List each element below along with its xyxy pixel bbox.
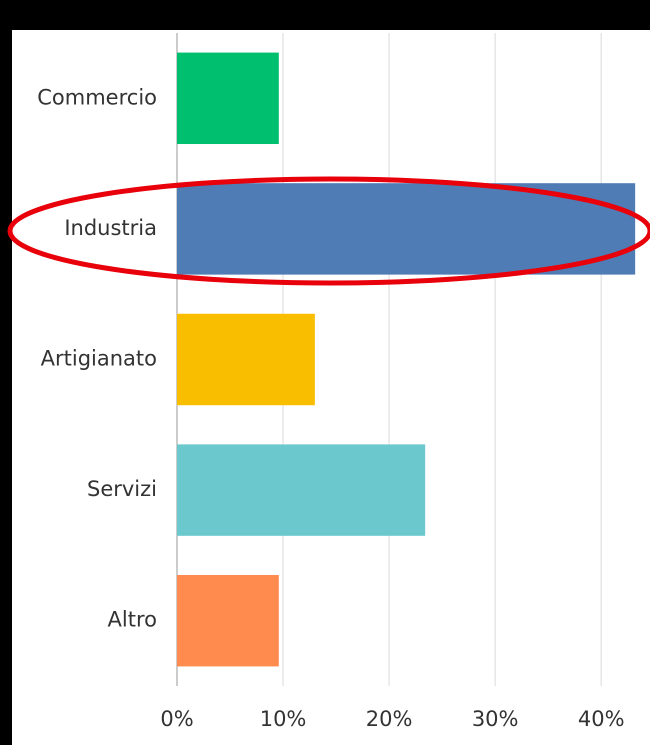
plot: 0% 10% 20% 30% 40% Commercio Industria Artigian… bbox=[37, 33, 636, 731]
x-tick-label: 40% bbox=[578, 707, 625, 731]
y-tick-label: Artigianato bbox=[41, 347, 157, 371]
x-tick-label: 30% bbox=[472, 707, 519, 731]
x-tick-label: 20% bbox=[366, 707, 413, 731]
bar bbox=[177, 183, 636, 275]
bar bbox=[177, 444, 426, 536]
y-tick-label: Servizi bbox=[87, 477, 157, 501]
y-tick-label: Commercio bbox=[37, 85, 157, 109]
bar bbox=[177, 313, 315, 406]
y-tick-label: Altro bbox=[108, 608, 157, 632]
bar bbox=[177, 574, 279, 667]
chart-background bbox=[12, 30, 650, 745]
x-tick-label: 10% bbox=[260, 707, 307, 731]
bar bbox=[177, 52, 279, 145]
highlight-ellipse bbox=[7, 176, 650, 286]
x-tick-label: 0% bbox=[160, 707, 193, 731]
y-tick-label: Industria bbox=[64, 216, 157, 240]
